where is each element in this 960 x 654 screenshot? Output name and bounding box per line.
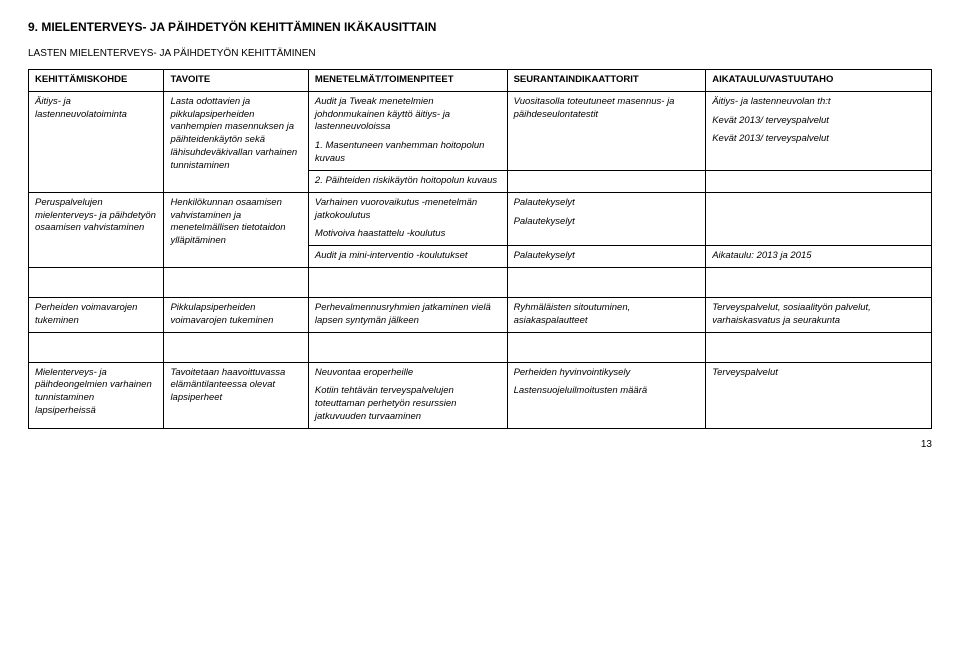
cell: Aikataulu: 2013 ja 2015 <box>706 246 932 268</box>
cell: Vuositasolla toteutuneet masennus- ja pä… <box>507 91 706 170</box>
cell-text: Motivoiva haastattelu -koulutus <box>315 228 501 241</box>
cell-text: 1. Masentuneen vanhemman hoitopolun kuva… <box>315 140 501 166</box>
cell: Perhevalmennusryhmien jatkaminen vielä l… <box>308 297 507 332</box>
cell <box>706 267 932 297</box>
cell-text: Kevät 2013/ terveyspalvelut <box>712 133 925 146</box>
table-row: Äitiys- ja lastenneuvolatoimintaLasta od… <box>29 91 932 170</box>
cell: Perheiden voimavarojen tukeminen <box>29 297 164 332</box>
table-row: Perheiden voimavarojen tukeminenPikkulap… <box>29 297 932 332</box>
cell: Neuvontaa eroperheille Kotiin tehtävän te… <box>308 362 507 428</box>
cell <box>164 267 308 297</box>
spacer-row <box>29 332 932 362</box>
cell <box>29 267 164 297</box>
spacer-row <box>29 267 932 297</box>
cell-text: Audit ja Tweak menetelmien johdonmukaine… <box>315 96 501 134</box>
col-header: AIKATAULU/VASTUUTAHO <box>706 70 932 92</box>
cell: Tavoitetaan haavoittuvassa elämäntilante… <box>164 362 308 428</box>
cell-text: Lastensuojeluilmoitusten määrä <box>514 385 700 398</box>
cell <box>507 332 706 362</box>
cell: Varhainen vuorovaikutus -menetelmän jatk… <box>308 192 507 245</box>
cell-text: Palautekyselyt <box>514 216 700 229</box>
cell: Peruspalvelujen mielenterveys- ja päihde… <box>29 192 164 267</box>
col-header: KEHITTÄMISKOHDE <box>29 70 164 92</box>
table-row: Mielenterveys- ja päihdeongelmien varhai… <box>29 362 932 428</box>
cell: Audit ja Tweak menetelmien johdonmukaine… <box>308 91 507 170</box>
cell <box>308 267 507 297</box>
cell-text: Kevät 2013/ terveyspalvelut <box>712 115 925 128</box>
cell <box>706 332 932 362</box>
cell <box>29 332 164 362</box>
cell: Äitiys- ja lastenneuvolan th:t Kevät 2013… <box>706 91 932 170</box>
table-row: KEHITTÄMISKOHDETAVOITEMENETELMÄT/TOIMENP… <box>29 70 932 92</box>
cell-text: Kotiin tehtävän terveyspalvelujen toteut… <box>315 385 501 423</box>
cell <box>164 332 308 362</box>
cell <box>308 332 507 362</box>
cell: Audit ja mini-interventio -koulutukset <box>308 246 507 268</box>
cell <box>706 170 932 192</box>
cell <box>507 170 706 192</box>
cell <box>706 192 932 245</box>
cell: 2. Päihteiden riskikäytön hoitopolun kuv… <box>308 170 507 192</box>
col-header: MENETELMÄT/TOIMENPITEET <box>308 70 507 92</box>
cell: Pikkulapsiperheiden voimavarojen tukemin… <box>164 297 308 332</box>
cell: Palautekyselyt Palautekyselyt <box>507 192 706 245</box>
col-header: TAVOITE <box>164 70 308 92</box>
col-header: SEURANTAINDIKAATTORIT <box>507 70 706 92</box>
cell-text: Palautekyselyt <box>514 197 700 210</box>
cell <box>507 267 706 297</box>
cell: Ryhmäläisten sitoutuminen, asiakaspalaut… <box>507 297 706 332</box>
cell-text: Varhainen vuorovaikutus -menetelmän jatk… <box>315 197 501 223</box>
cell: Terveyspalvelut, sosiaalityön palvelut, … <box>706 297 932 332</box>
cell: Mielenterveys- ja päihdeongelmien varhai… <box>29 362 164 428</box>
cell: Lasta odottavien ja pikkulapsiperheiden … <box>164 91 308 192</box>
cell: Perheiden hyvinvointikysely Lastensuojelu… <box>507 362 706 428</box>
page-number: 13 <box>28 439 932 450</box>
cell: Palautekyselyt <box>507 246 706 268</box>
cell: Äitiys- ja lastenneuvolatoiminta <box>29 91 164 192</box>
cell-text: Perheiden hyvinvointikysely <box>514 367 700 380</box>
cell: Henkilökunnan osaamisen vahvistaminen ja… <box>164 192 308 267</box>
cell-text: Neuvontaa eroperheille <box>315 367 501 380</box>
cell: Terveyspalvelut <box>706 362 932 428</box>
page-subheading: LASTEN MIELENTERVEYS- JA PÄIHDETYÖN KEHI… <box>28 48 932 59</box>
cell-text: Äitiys- ja lastenneuvolan th:t <box>712 96 925 109</box>
page-heading: 9. MIELENTERVEYS- JA PÄIHDETYÖN KEHITTÄM… <box>28 20 932 34</box>
data-table: KEHITTÄMISKOHDETAVOITEMENETELMÄT/TOIMENP… <box>28 69 932 429</box>
table-row: Peruspalvelujen mielenterveys- ja päihde… <box>29 192 932 245</box>
